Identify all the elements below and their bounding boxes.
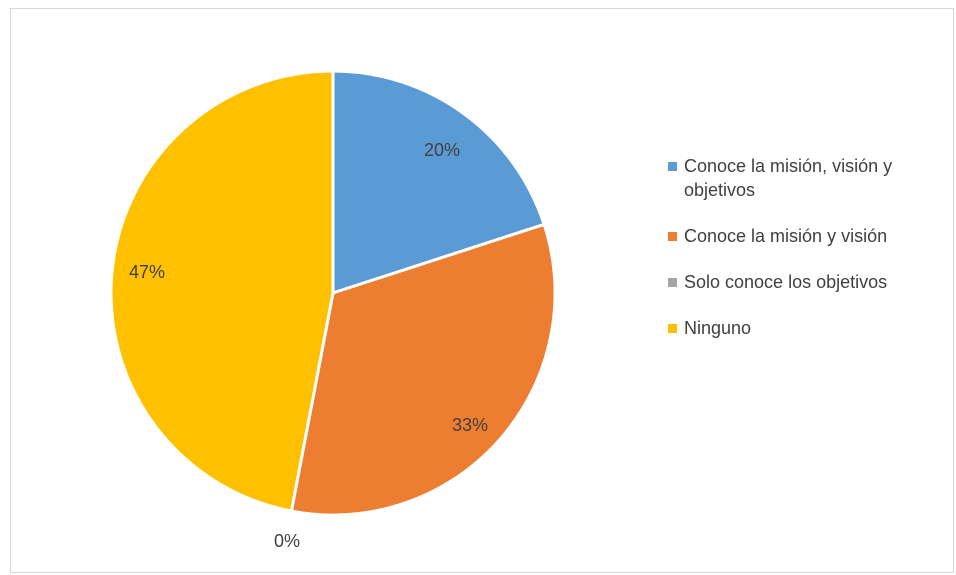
pie-slice-mision-vision-objetivos [331,69,546,295]
legend-swatch-solo-objetivos [668,278,677,287]
legend-swatch-ninguno [668,324,677,333]
data-label-mision-vision: 33% [452,415,488,435]
data-label-ninguno: 47% [129,262,165,282]
legend-swatch-mision-vision-objetivos [668,162,677,171]
legend-label-mision-vision-objetivos: Conoce la misión, visión y objetivos [684,156,893,200]
legend-label-solo-objetivos: Solo conoce los objetivos [684,272,888,292]
pie-slice-ninguno [109,69,335,513]
legend-item-solo-objetivos: Solo conoce los objetivos [668,270,950,294]
legend: Conoce la misión, visión y objetivos Cono… [668,154,950,362]
data-label-mision-vision-objetivos: 20% [424,140,460,160]
data-label-solo-objetivos: 0% [274,531,300,551]
legend-item-mision-vision: Conoce la misión y visión [668,224,950,248]
legend-item-mision-vision-objetivos: Conoce la misión, visión y objetivos [668,154,950,202]
legend-label-mision-vision: Conoce la misión y visión [684,226,888,246]
pie-slice-mision-vision [289,222,557,517]
legend-item-ninguno: Ninguno [668,316,950,340]
legend-label-ninguno: Ninguno [684,318,752,338]
legend-swatch-mision-vision [668,232,677,241]
